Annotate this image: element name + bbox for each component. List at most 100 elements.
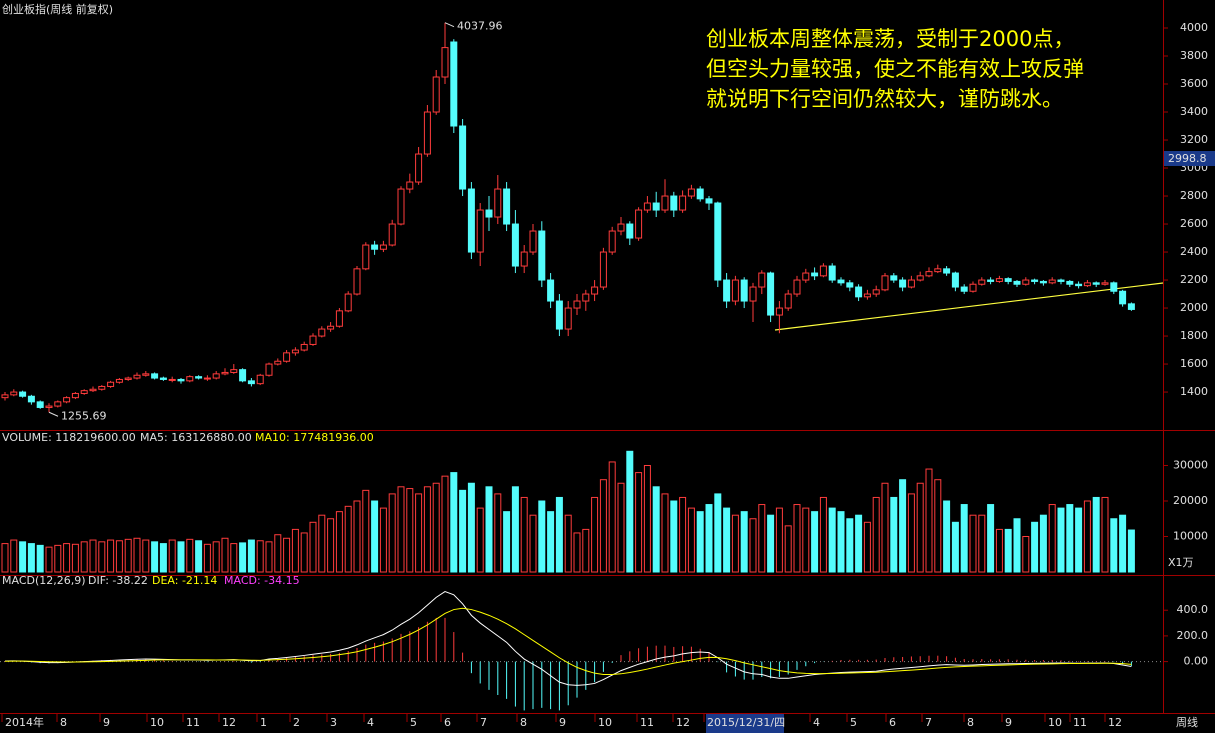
volume-bar bbox=[344, 505, 352, 573]
y-tick-label: 2000 bbox=[1180, 301, 1208, 314]
candle-body bbox=[432, 76, 440, 113]
volume-bar bbox=[1039, 514, 1047, 573]
volume-bar bbox=[265, 541, 273, 573]
low-label: 1255.69 bbox=[61, 409, 107, 422]
candle-body bbox=[467, 188, 475, 253]
volume-bar bbox=[872, 496, 880, 573]
x-tick-label: 11 bbox=[186, 716, 200, 729]
volume-bar bbox=[89, 539, 97, 573]
candle-body bbox=[951, 272, 959, 288]
candle-body bbox=[714, 202, 722, 281]
candle-body bbox=[239, 369, 247, 382]
y-tick-label: 2200 bbox=[1180, 273, 1208, 286]
candle-body bbox=[696, 188, 704, 200]
candle-body bbox=[415, 153, 423, 183]
candle-body bbox=[203, 377, 211, 380]
volume-bar bbox=[239, 542, 247, 573]
volume-unit: X1万 bbox=[1168, 556, 1194, 569]
candle-body bbox=[27, 395, 35, 403]
x-tick-label: 5 bbox=[410, 716, 417, 729]
volume-bar bbox=[723, 507, 731, 573]
candle-body bbox=[485, 209, 493, 218]
candle-body bbox=[124, 377, 132, 380]
volume-bar bbox=[283, 537, 291, 573]
candle-body bbox=[943, 268, 951, 274]
candle-body bbox=[63, 397, 71, 403]
candle-body bbox=[283, 352, 291, 362]
y-tick-label: 10000 bbox=[1173, 530, 1208, 543]
volume-bar bbox=[731, 514, 739, 573]
y-tick-label: 1800 bbox=[1180, 329, 1208, 342]
candle-body bbox=[1127, 303, 1135, 310]
volume-bar bbox=[1110, 518, 1118, 573]
candle-body bbox=[529, 230, 537, 253]
volume-bar bbox=[511, 486, 519, 573]
volume-bar bbox=[960, 504, 968, 573]
volume-bar bbox=[819, 496, 827, 573]
candle-body bbox=[362, 244, 370, 270]
y-tick-label: 2600 bbox=[1180, 217, 1208, 230]
volume-bar bbox=[186, 538, 194, 573]
volume-bar bbox=[987, 504, 995, 573]
volume-bar bbox=[1031, 521, 1039, 573]
volume-bar bbox=[415, 493, 423, 573]
candle-body bbox=[397, 188, 405, 225]
volume-bar bbox=[1083, 500, 1091, 573]
volume-bar bbox=[547, 511, 555, 573]
candle-body bbox=[476, 209, 484, 253]
x-tick-label: 10 bbox=[150, 716, 164, 729]
volume-bar bbox=[441, 475, 449, 573]
dea-line bbox=[4, 607, 1132, 675]
candle-body bbox=[802, 272, 810, 281]
chart-title: 创业板指(周线 前复权) bbox=[2, 2, 113, 16]
volume-bar bbox=[459, 489, 467, 573]
candle-body bbox=[916, 275, 924, 281]
volume-bar bbox=[705, 504, 713, 573]
volume-bar bbox=[36, 544, 44, 573]
candle-body bbox=[450, 41, 458, 127]
volume-bar bbox=[230, 543, 238, 573]
candle-body bbox=[186, 376, 194, 382]
x-tick-label: 12 bbox=[1108, 716, 1122, 729]
candle-body bbox=[36, 401, 44, 408]
volume-bar bbox=[573, 532, 581, 573]
candle-body bbox=[1048, 279, 1056, 284]
x-tick-label: 2015/12/31/四 bbox=[707, 716, 785, 729]
volume-bar bbox=[749, 518, 757, 573]
candle-body bbox=[538, 230, 546, 281]
volume-bar bbox=[10, 539, 18, 573]
volume-bar bbox=[679, 496, 687, 573]
candle-body bbox=[960, 286, 968, 292]
price-box bbox=[1164, 151, 1215, 166]
macd-header: DEA: -21.14 bbox=[152, 574, 217, 587]
volume-bar bbox=[582, 528, 590, 573]
candle-body bbox=[230, 369, 238, 373]
candle-body bbox=[1110, 282, 1118, 292]
x-tick-label: 5 bbox=[850, 716, 857, 729]
volume-bar bbox=[450, 472, 458, 573]
candle-body bbox=[80, 390, 88, 394]
x-tick-label: 9 bbox=[103, 716, 110, 729]
candle-body bbox=[151, 373, 159, 379]
volume-bar bbox=[203, 543, 211, 573]
x-tick-label: 11 bbox=[640, 716, 654, 729]
volume-bar bbox=[837, 511, 845, 573]
volume-bar bbox=[855, 514, 863, 573]
candle-body bbox=[71, 392, 79, 399]
candle-body bbox=[309, 335, 317, 345]
candle-body bbox=[652, 202, 660, 211]
volume-header: MA5: 163126880.00 bbox=[140, 431, 252, 444]
volume-bar bbox=[907, 493, 915, 573]
candle-body bbox=[740, 279, 748, 302]
price-box-label: 2998.8 bbox=[1168, 152, 1207, 165]
y-tick-label: 3600 bbox=[1180, 77, 1208, 90]
volume-bar bbox=[27, 543, 35, 573]
macd-header: MACD: -34.15 bbox=[224, 574, 300, 587]
x-tick-label: 6 bbox=[444, 716, 451, 729]
candle-body bbox=[159, 377, 167, 380]
period-label[interactable]: 周线 bbox=[1176, 715, 1198, 729]
macd-header: MACD(12,26,9) bbox=[2, 574, 86, 587]
volume-bar bbox=[890, 496, 898, 573]
candle-body bbox=[115, 378, 123, 383]
